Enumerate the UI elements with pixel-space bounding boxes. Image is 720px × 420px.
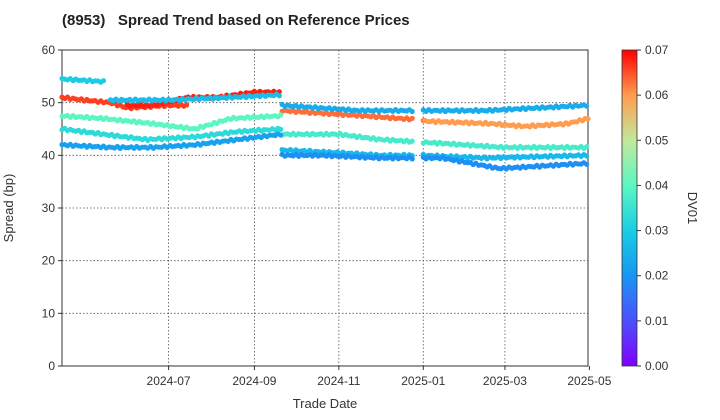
data-point (184, 102, 190, 108)
grid-lines (62, 50, 588, 366)
colorbar: 0.00 0.01 0.02 0.03 0.04 0.05 0.06 0.07 DV01 (621, 43, 700, 373)
data-point (278, 126, 284, 132)
data-point (409, 108, 415, 115)
data-point (584, 103, 590, 109)
series-9 (279, 130, 590, 151)
chart-title: (8953) Spread Trend based on Reference P… (62, 12, 410, 29)
data-point (584, 144, 590, 150)
data-point (278, 132, 284, 138)
x-tick-label: 2024-07 (147, 374, 191, 388)
series-4 (422, 115, 591, 130)
data-point (100, 78, 107, 84)
series-10 (59, 125, 284, 143)
data-point (409, 115, 415, 121)
y-tick-label: 20 (42, 254, 56, 268)
colorbar-tick-label: 0.03 (645, 224, 669, 238)
colorbar-tick-label: 0.06 (645, 88, 669, 102)
x-axis-label: Trade Date (293, 396, 358, 411)
colorbar-label: DV01 (685, 192, 700, 225)
y-tick-label: 30 (42, 201, 56, 215)
colorbar-tick-label: 0.01 (645, 314, 669, 328)
y-axis-ticks: 0 10 20 30 40 50 60 (42, 43, 62, 373)
colorbar-tick-label: 0.07 (645, 43, 669, 57)
data-point (584, 153, 590, 159)
y-axis-label: Spread (bp) (1, 174, 16, 243)
data-point (276, 93, 282, 99)
series-11 (59, 131, 284, 151)
series-7 (279, 101, 590, 115)
data-point (409, 138, 415, 144)
colorbar-ticks: 0.00 0.01 0.02 0.03 0.04 0.05 0.06 0.07 (637, 43, 669, 373)
series-5 (59, 75, 107, 85)
x-tick-label: 2025-01 (401, 374, 445, 388)
colorbar-tick-label: 0.02 (645, 269, 669, 283)
colorbar-tick-label: 0.04 (645, 178, 669, 192)
x-tick-label: 2025-03 (483, 374, 527, 388)
x-tick-label: 2024-09 (232, 374, 276, 388)
plot-area (59, 49, 591, 367)
y-tick-label: 60 (42, 43, 56, 57)
y-tick-label: 10 (42, 306, 56, 320)
x-tick-label: 2025-05 (567, 374, 611, 388)
data-point (409, 156, 415, 162)
series-8 (59, 112, 284, 132)
colorbar-gradient (621, 49, 638, 367)
colorbar-tick-label: 0.05 (645, 133, 669, 147)
data-points (59, 75, 591, 172)
data-point (585, 116, 591, 122)
y-tick-label: 0 (48, 359, 55, 373)
data-point (584, 161, 590, 167)
y-tick-label: 40 (42, 148, 56, 162)
series-13 (279, 151, 590, 172)
x-axis-ticks: 2024-07 2024-09 2024-11 2025-01 2025-03 2025-… (147, 366, 612, 388)
y-tick-label: 50 (42, 96, 56, 110)
x-tick-label: 2024-11 (317, 374, 360, 388)
colorbar-tick-label: 0.00 (645, 359, 669, 373)
data-point (278, 112, 284, 118)
series-6 (107, 91, 282, 104)
